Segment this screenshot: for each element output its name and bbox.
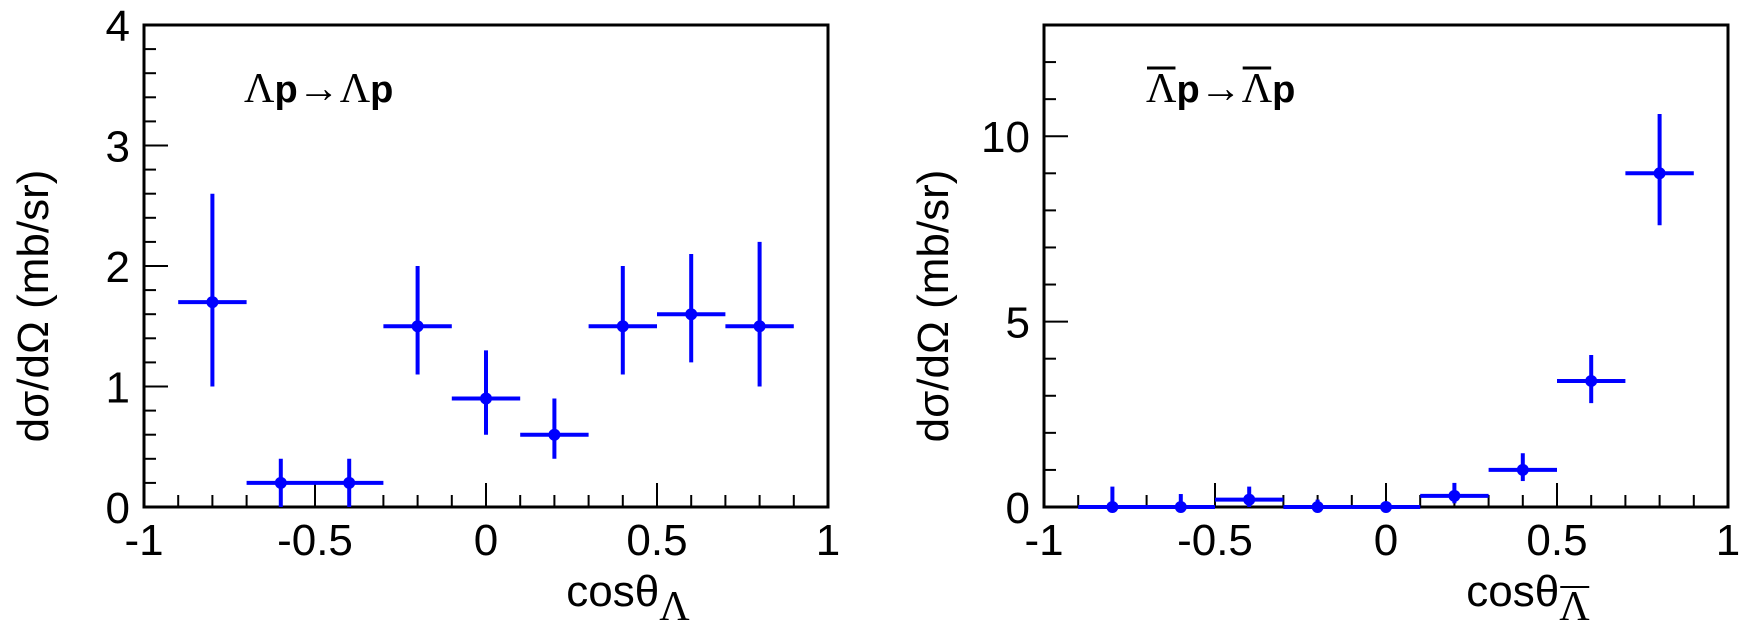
- data-point: [1215, 486, 1284, 507]
- x-tick-label: 1: [1716, 516, 1740, 565]
- data-point: [1283, 499, 1352, 513]
- data-point: [383, 266, 452, 375]
- x-tick-label: -0.5: [1177, 516, 1253, 565]
- data-point: [246, 458, 315, 507]
- y-tick-label: 0: [1006, 484, 1030, 533]
- x-axis-title-subscript: Λ: [659, 584, 690, 630]
- data-marker: [1585, 374, 1598, 387]
- reaction-proton: p: [1176, 69, 1199, 111]
- y-tick-label: 4: [106, 2, 130, 51]
- data-marker: [343, 476, 356, 489]
- reaction-proton-out: p: [1272, 69, 1295, 111]
- data-marker: [1311, 501, 1324, 513]
- data-marker: [411, 320, 424, 333]
- x-axis-title: cosθΛ: [1466, 567, 1590, 630]
- x-tick-label: -1: [1024, 516, 1063, 565]
- y-axis-title: dσ/dΩ (mb/sr): [909, 170, 958, 443]
- reaction-label: Λp→Λp: [244, 66, 393, 112]
- data-marker: [616, 320, 629, 333]
- y-tick-label: 5: [1006, 299, 1030, 348]
- y-axis-title: dσ/dΩ (mb/sr): [9, 170, 58, 443]
- data-point: [1488, 453, 1557, 482]
- x-axis-title: cosθΛ: [566, 567, 690, 630]
- data-point: [1078, 486, 1147, 513]
- x-axis-title-main: cosθ: [1466, 567, 1559, 616]
- data-marker: [1174, 501, 1187, 513]
- data-marker: [480, 392, 492, 405]
- x-tick-label: -1: [124, 516, 163, 565]
- y-tick-label: 10: [981, 113, 1030, 162]
- data-point: [1146, 494, 1215, 513]
- reaction-arrow: →: [298, 66, 340, 112]
- reaction-particle: Λ: [244, 66, 275, 112]
- reaction-particle-out: Λ: [1242, 66, 1273, 112]
- data-point: [725, 241, 794, 387]
- x-tick-label: 1: [816, 516, 840, 565]
- data-point: [520, 398, 589, 459]
- x-tick-label: -0.5: [277, 516, 353, 565]
- reaction-label: Λp→Λp: [1146, 66, 1295, 112]
- data-marker: [1243, 493, 1256, 506]
- x-tick-label: 0.5: [1526, 516, 1587, 565]
- reaction-particle: Λ: [1146, 66, 1177, 112]
- data-marker: [548, 428, 561, 441]
- data-marker: [685, 308, 698, 321]
- data-marker: [274, 476, 287, 489]
- data-point: [1420, 482, 1489, 504]
- reaction-proton: p: [274, 69, 297, 111]
- data-point: [178, 193, 247, 387]
- data-marker: [1516, 463, 1529, 476]
- x-tick-label: 0: [474, 516, 498, 565]
- x-axis-title-main: cosθ: [566, 567, 659, 616]
- data-point: [1625, 113, 1694, 226]
- y-tick-label: 0: [106, 484, 130, 533]
- data-marker: [1380, 501, 1392, 513]
- data-point: [657, 253, 726, 363]
- data-marker: [1448, 489, 1461, 502]
- x-axis-title-subscript: Λ: [1559, 584, 1590, 630]
- y-tick-label: 2: [106, 243, 130, 292]
- data-point: [451, 350, 521, 435]
- data-point: [1351, 501, 1421, 513]
- reaction-proton-out: p: [370, 69, 393, 111]
- y-tick-label: 3: [106, 123, 130, 172]
- data-point: [588, 266, 657, 375]
- data-marker: [1106, 501, 1119, 513]
- y-tick-label: 1: [106, 364, 130, 413]
- data-marker: [206, 296, 219, 309]
- data-point: [315, 458, 384, 507]
- x-tick-label: 0.5: [626, 516, 687, 565]
- reaction-particle-out: Λ: [340, 66, 371, 112]
- x-tick-label: 0: [1374, 516, 1398, 565]
- data-marker: [753, 320, 766, 333]
- data-marker: [1653, 167, 1666, 180]
- data-point: [1557, 354, 1626, 404]
- reaction-arrow: →: [1200, 66, 1242, 112]
